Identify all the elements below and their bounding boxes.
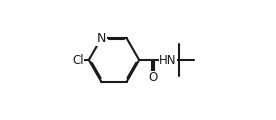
- Text: Cl: Cl: [72, 54, 84, 66]
- Text: O: O: [148, 71, 158, 84]
- Text: HN: HN: [159, 54, 177, 66]
- Text: N: N: [97, 32, 106, 45]
